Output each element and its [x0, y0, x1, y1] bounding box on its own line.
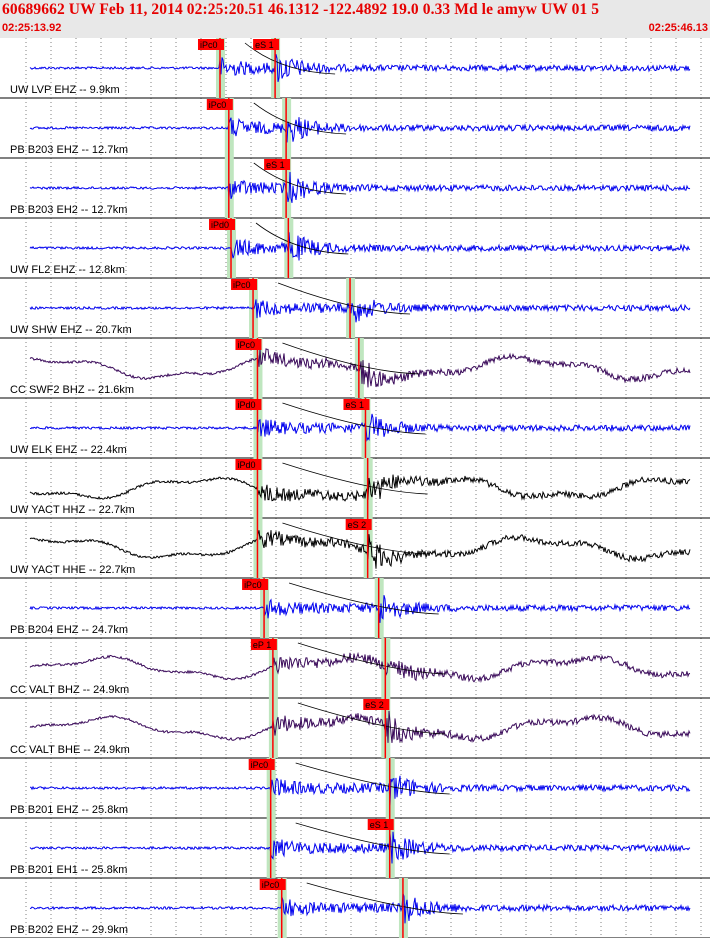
coda-curve — [282, 402, 426, 435]
s-pick-label: eS 1 — [370, 820, 389, 830]
station-label: CC VALT BHE -- 24.9km — [10, 744, 130, 756]
waveform-trace — [29, 232, 691, 261]
station-label: CC SWF2 BHZ -- 21.6km — [10, 384, 134, 396]
station-label: UW YACT HHE -- 22.7km — [10, 564, 135, 576]
station-label: PB B204 EHZ -- 24.7km — [10, 624, 128, 636]
coda-curve — [288, 582, 439, 615]
station-label: PB B201 EHZ -- 25.8km — [10, 804, 128, 816]
coda-curve — [244, 42, 336, 75]
s-pick-label: eS 2 — [365, 700, 384, 710]
waveform-trace — [29, 299, 691, 323]
station-label: UW LVP EHZ -- 9.9km — [10, 84, 120, 96]
header-bar: 60689662 UW Feb 11, 2014 02:25:20.51 46.… — [0, 0, 710, 38]
p-pick-label: iPc0 — [233, 280, 251, 290]
coda-curve — [253, 162, 347, 195]
waveform-trace — [29, 831, 691, 864]
station-label: UW YACT HHZ -- 22.7km — [10, 504, 135, 516]
station-label: PB B203 EH2 -- 12.7km — [10, 204, 127, 216]
station-label: UW ELK EHZ -- 22.4km — [10, 444, 127, 456]
waveform-trace — [30, 775, 691, 806]
p-pick-flag — [248, 759, 275, 770]
p-pick-label: iPc0 — [200, 40, 218, 50]
p-pick-label: iPc0 — [262, 880, 280, 890]
waveform-trace — [29, 595, 691, 623]
coda-curve — [253, 102, 347, 135]
s-pick-flag — [253, 39, 280, 50]
s-pick-label: eS 1 — [255, 40, 274, 50]
p-pick-flag — [206, 99, 233, 110]
station-label: PB B202 EHZ -- 29.9km — [10, 924, 128, 936]
coda-curve — [306, 882, 463, 915]
p-pick-flag — [259, 879, 286, 890]
s-pick-flag — [367, 819, 394, 830]
time-start-label: 02:25:13.92 — [2, 22, 62, 34]
p-pick-label: eP 1 — [253, 640, 271, 650]
coda-curve — [282, 342, 419, 375]
seismogram-chart: iPc0 eS 1 UW LVP EHZ -- 9.9km iPc0 PB B203 E… — [0, 38, 710, 938]
station-label: CC VALT BHZ -- 24.9km — [10, 684, 129, 696]
p-pick-flag — [235, 399, 262, 410]
coda-curve — [295, 762, 450, 795]
p-pick-label: iPc0 — [237, 340, 255, 350]
p-pick-label: iPc0 — [251, 760, 269, 770]
s-pick-flag — [345, 519, 372, 530]
p-pick-label: iPc0 — [244, 580, 262, 590]
coda-curve — [282, 462, 428, 495]
coda-curve — [297, 642, 446, 675]
coda-curve — [295, 822, 450, 855]
p-pick-label: iPd0 — [237, 400, 255, 410]
waveform-trace — [29, 54, 691, 83]
station-label: UW SHW EHZ -- 20.7km — [10, 324, 132, 336]
station-label: PB B201 EH1 -- 25.8km — [10, 864, 127, 876]
s-pick-flag — [264, 159, 291, 170]
s-pick-label: eS 1 — [266, 160, 285, 170]
coda-curve — [255, 222, 349, 255]
s-pick-flag — [363, 699, 390, 710]
waveform-trace — [29, 348, 691, 388]
s-pick-label: eS 2 — [348, 520, 367, 530]
p-pick-flag — [209, 219, 236, 230]
s-pick-flag — [343, 399, 370, 410]
p-pick-label: iPd0 — [211, 220, 229, 230]
p-pick-label: iPd0 — [237, 460, 255, 470]
p-pick-flag — [242, 579, 269, 590]
waveform-trace — [29, 171, 691, 204]
p-pick-flag — [231, 279, 258, 290]
p-pick-flag — [235, 339, 262, 350]
p-pick-flag — [235, 459, 262, 470]
waveform-trace — [29, 413, 691, 442]
coda-curve — [282, 522, 428, 555]
waveform-trace — [29, 651, 691, 683]
p-pick-label: iPc0 — [209, 100, 227, 110]
event-title: 60689662 UW Feb 11, 2014 02:25:20.51 46.… — [2, 1, 600, 18]
p-pick-flag — [250, 639, 277, 650]
station-label: UW FL2 EHZ -- 12.8km — [10, 264, 125, 276]
station-label: PB B203 EHZ -- 12.7km — [10, 144, 128, 156]
waveform-trace — [29, 474, 691, 502]
waveform-trace — [29, 893, 691, 924]
s-pick-label: eS 1 — [345, 400, 364, 410]
time-end-label: 02:25:46.13 — [648, 22, 708, 34]
waveform-trace — [29, 530, 691, 569]
p-pick-flag — [197, 39, 224, 50]
waveform-trace — [29, 117, 691, 143]
coda-curve — [297, 702, 446, 735]
waveform-trace — [29, 710, 691, 744]
